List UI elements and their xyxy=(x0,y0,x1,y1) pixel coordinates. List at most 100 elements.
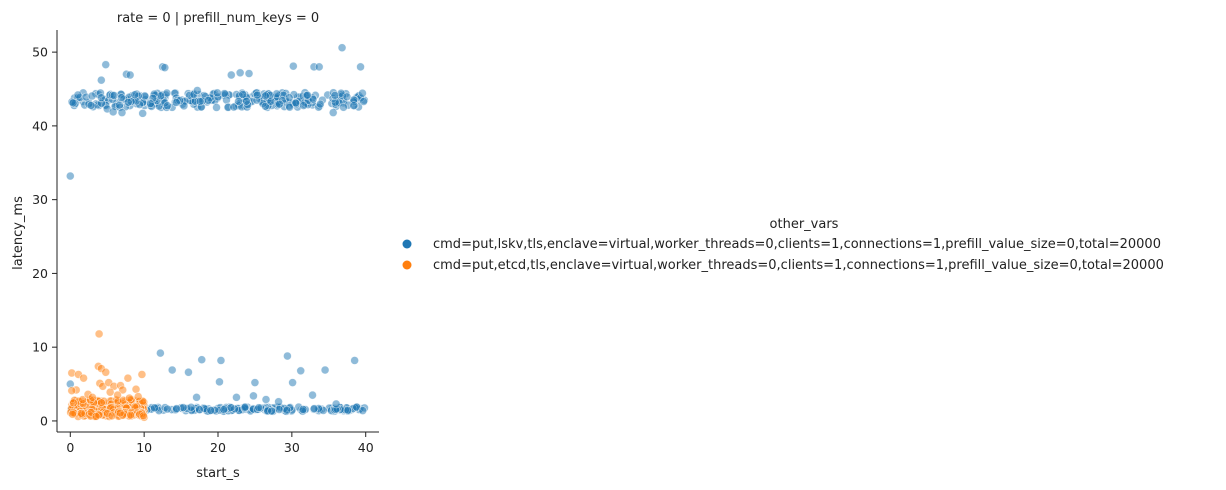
data-point-lskv xyxy=(97,93,106,102)
chart-title: rate = 0 | prefill_num_keys = 0 xyxy=(117,11,319,26)
data-point-lskv xyxy=(337,43,347,53)
data-point-etcd xyxy=(91,412,101,421)
data-point-lskv xyxy=(261,91,270,101)
data-point-lskv xyxy=(138,109,147,118)
data-point-lskv xyxy=(342,92,352,102)
x-tick-label: 10 xyxy=(136,440,152,455)
data-point-etcd xyxy=(115,408,125,418)
data-point-etcd xyxy=(125,393,134,403)
data-point-etcd xyxy=(131,384,141,394)
y-tick-label: 40 xyxy=(32,118,48,133)
data-point-etcd xyxy=(88,393,97,402)
data-point-lskv xyxy=(274,397,283,407)
data-point-lskv xyxy=(167,365,177,375)
data-point-lskv xyxy=(299,101,308,110)
y-tick-label: 0 xyxy=(40,413,48,428)
data-point-lskv xyxy=(358,88,367,98)
data-point-etcd xyxy=(107,411,117,421)
data-point-lskv xyxy=(289,61,298,71)
data-point-lskv xyxy=(213,88,222,98)
data-point-lskv xyxy=(117,93,126,102)
data-point-lskv xyxy=(117,108,127,117)
data-point-lskv xyxy=(309,404,319,413)
data-point-lskv xyxy=(193,86,202,95)
x-axis-label: start_s xyxy=(196,466,240,481)
data-point-etcd xyxy=(105,387,115,397)
data-point-lskv xyxy=(339,102,348,112)
data-point-lskv xyxy=(285,102,294,112)
data-point-lskv xyxy=(197,355,207,365)
data-point-etcd xyxy=(78,395,87,404)
data-point-lskv xyxy=(163,101,172,110)
data-point-etcd xyxy=(77,409,86,418)
data-point-lskv xyxy=(73,90,83,100)
data-point-lskv xyxy=(156,348,165,358)
data-point-lskv xyxy=(235,68,245,78)
data-point-lskv xyxy=(186,402,196,412)
data-point-lskv xyxy=(219,405,229,414)
data-point-lskv xyxy=(350,356,359,365)
data-point-lskv xyxy=(146,99,155,108)
data-point-lskv xyxy=(288,378,297,387)
y-tick-label: 20 xyxy=(32,266,48,281)
data-point-lskv xyxy=(252,90,262,100)
data-point-lskv xyxy=(101,60,111,69)
y-tick-label: 10 xyxy=(32,340,48,355)
data-point-lskv xyxy=(226,70,236,80)
data-point-lskv xyxy=(216,356,226,365)
data-point-lskv xyxy=(250,378,260,387)
data-point-etcd xyxy=(68,409,77,419)
data-point-lskv xyxy=(349,101,359,110)
data-point-lskv xyxy=(97,75,106,85)
data-point-lskv xyxy=(109,91,119,100)
data-point-lskv xyxy=(261,395,271,404)
data-point-lskv xyxy=(244,69,254,78)
data-point-lskv xyxy=(261,101,270,111)
data-point-lskv xyxy=(242,96,251,106)
data-point-etcd xyxy=(123,373,133,383)
data-point-lskv xyxy=(130,90,140,100)
data-point-lskv xyxy=(314,62,324,72)
data-point-lskv xyxy=(192,393,201,402)
data-point-etcd xyxy=(69,398,78,408)
data-point-lskv xyxy=(303,90,312,100)
data-point-lskv xyxy=(238,90,248,99)
x-tick-label: 0 xyxy=(66,440,74,455)
data-point-etcd xyxy=(126,410,135,420)
data-point-etcd xyxy=(97,398,106,407)
data-point-etcd xyxy=(113,390,122,400)
data-point-lskv xyxy=(229,102,239,112)
data-point-lskv xyxy=(124,98,133,107)
data-point-lskv xyxy=(195,405,204,414)
data-point-lskv xyxy=(108,107,118,117)
data-point-lskv xyxy=(275,99,284,109)
data-point-etcd xyxy=(133,392,143,401)
y-tick-label: 50 xyxy=(32,45,48,60)
data-point-lskv xyxy=(284,93,294,102)
data-point-lskv xyxy=(184,367,193,377)
legend: other_vars cmd=put,lskv,tls,enclave=virt… xyxy=(402,217,1164,273)
data-point-etcd xyxy=(94,329,104,339)
data-point-lskv xyxy=(172,98,181,107)
data-point-lskv xyxy=(320,365,330,375)
data-point-etcd xyxy=(118,385,128,395)
x-tick-label: 40 xyxy=(358,440,374,455)
legend-item-etcd: cmd=put,etcd,tls,enclave=virtual,worker_… xyxy=(402,258,1164,273)
data-point-lskv xyxy=(68,98,78,108)
data-point-lskv xyxy=(283,351,292,361)
data-point-etcd xyxy=(67,386,77,395)
y-axis-label: latency_ms xyxy=(11,196,26,270)
data-point-lskv xyxy=(150,403,159,413)
legend-label-etcd: cmd=put,etcd,tls,enclave=virtual,worker_… xyxy=(433,258,1164,273)
data-point-lskv xyxy=(203,96,213,105)
data-point-lskv xyxy=(195,97,205,106)
x-axis-ticks: 0 10 20 30 40 xyxy=(66,432,374,455)
data-point-lskv xyxy=(328,108,338,117)
data-point-lskv xyxy=(215,377,224,387)
data-point-lskv xyxy=(240,402,250,412)
data-point-lskv xyxy=(125,70,135,80)
data-point-lskv xyxy=(232,393,241,402)
data-point-lskv xyxy=(249,391,258,401)
data-point-lskv xyxy=(331,399,341,409)
